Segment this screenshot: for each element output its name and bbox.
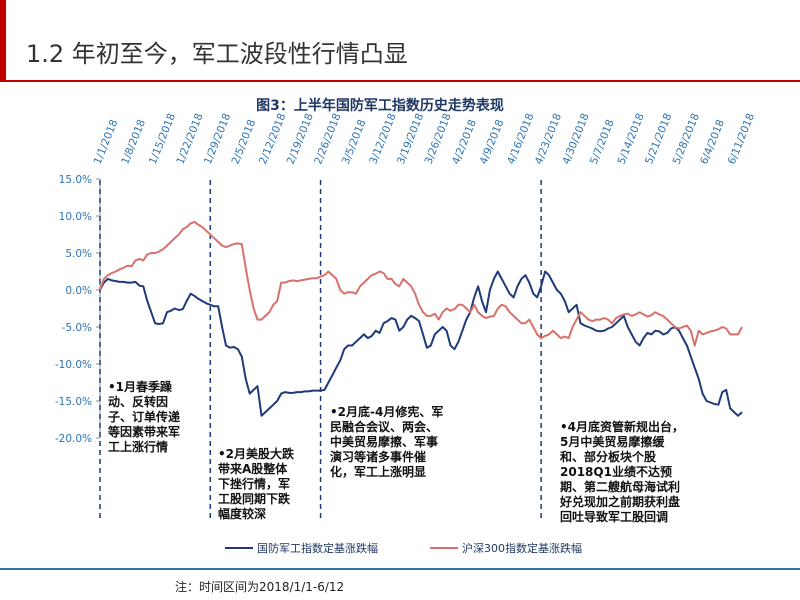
x-tick-label: 1/29/2018 — [202, 112, 233, 166]
annotation-line: 回吐导致军工股回调 — [560, 509, 668, 524]
x-tick-label: 3/19/2018 — [395, 112, 426, 166]
title-accent-bar — [0, 0, 6, 80]
series-line-defense — [99, 270, 743, 417]
y-tick-label: 0.0% — [65, 285, 92, 297]
x-tick-label: 2/19/2018 — [285, 112, 316, 166]
annotation-text: •2月美股大跌带来A股整体下挫行情，军工股同期下跌幅度较深 — [218, 446, 295, 521]
annotation-line: •2月底-4月修宪、军 — [330, 404, 443, 419]
y-tick-label: -15.0% — [55, 396, 92, 408]
title-divider — [0, 80, 800, 82]
x-tick-label: 2/5/2018 — [230, 118, 259, 166]
annotation-line: 期、第二艘航母海试利 — [560, 479, 680, 494]
x-tick-label: 3/26/2018 — [423, 112, 454, 166]
legend-label-defense: 国防军工指数定基涨跌幅 — [257, 541, 378, 555]
annotation-line: 幅度较深 — [218, 506, 266, 521]
annotation-line: •2月美股大跌 — [218, 446, 295, 461]
chart-title: 图3：上半年国防军工指数历史走势表现 — [256, 98, 504, 114]
annotation-line: 工股同期下跌 — [218, 491, 291, 506]
annotation-line: 下挫行情，军 — [218, 476, 290, 491]
annotation-line: 子、订单传递 — [108, 409, 180, 424]
x-tick-label: 4/16/2018 — [505, 112, 536, 166]
y-tick-label: -20.0% — [55, 433, 92, 445]
x-tick-label: 4/2/2018 — [450, 118, 479, 166]
annotation-line: 中美贸易摩擦、军事 — [330, 434, 438, 449]
x-tick-label: 4/30/2018 — [560, 112, 591, 166]
annotation-text: •1月春季躁动、反转因子、订单传递等因素带来军工上涨行情 — [107, 379, 180, 454]
y-tick-label: 5.0% — [65, 248, 92, 260]
legend-label-csi300: 沪深300指数定基涨跌幅 — [462, 541, 582, 555]
annotation-line: 2018Q1业绩不达预 — [560, 464, 672, 479]
x-tick-label: 5/21/2018 — [643, 112, 674, 166]
annotation-line: 5月中美贸易摩擦缓 — [560, 434, 665, 449]
annotation-line: •4月底资管新规出台， — [560, 419, 684, 434]
x-tick-label: 2/12/2018 — [257, 112, 288, 166]
annotation-line: 带来A股整体 — [218, 461, 288, 476]
annotation-line: 好兑现加之前期获利盘 — [559, 494, 680, 509]
y-tick-label: -5.0% — [62, 322, 92, 334]
x-tick-label: 6/11/2018 — [726, 112, 757, 166]
x-tick-label: 5/28/2018 — [671, 112, 702, 166]
annotation-line: 化，军工上涨明显 — [330, 464, 426, 479]
footnote: 注：时间区间为2018/1/1-6/12 — [175, 580, 345, 594]
x-tick-label: 1/8/2018 — [119, 118, 148, 166]
x-tick-label: 4/23/2018 — [533, 112, 564, 166]
x-tick-label: 1/22/2018 — [174, 112, 205, 166]
annotation-line: 等因素带来军 — [107, 424, 180, 439]
x-tick-label: 3/5/2018 — [340, 118, 369, 166]
annotation-text: •4月底资管新规出台， 5月中美贸易摩擦缓和、部分板块个股 2018Q1业绩不达预期… — [559, 419, 684, 524]
annotation-line: 民融合会议、两会、 — [330, 419, 438, 434]
y-tick-label: 15.0% — [59, 174, 92, 186]
x-tick-label: 1/1/2018 — [92, 118, 121, 166]
series-line-csi300 — [99, 220, 743, 347]
annotation-line: 工上涨行情 — [108, 439, 168, 454]
annotation-line: •1月春季躁 — [108, 379, 172, 394]
annotation-line: 演习等诸多事件催 — [330, 449, 426, 464]
x-tick-label: 6/4/2018 — [698, 118, 727, 166]
y-tick-label: 10.0% — [59, 211, 92, 223]
footer-divider — [0, 568, 800, 570]
annotation-line: 动、反转因 — [108, 394, 168, 409]
annotation-line: 和、部分板块个股 — [559, 449, 657, 464]
x-tick-label: 5/7/2018 — [588, 118, 617, 166]
x-tick-label: 5/14/2018 — [615, 112, 646, 166]
x-tick-label: 3/12/2018 — [367, 112, 398, 166]
x-tick-label: 2/26/2018 — [312, 112, 343, 166]
slide-title: 1.2 年初至今，军工波段性行情凸显 — [26, 40, 408, 68]
x-tick-label: 1/15/2018 — [147, 112, 178, 166]
x-tick-label: 4/9/2018 — [478, 118, 507, 166]
y-tick-label: -10.0% — [55, 359, 92, 371]
annotation-text: •2月底-4月修宪、军民融合会议、两会、中美贸易摩擦、军事演习等诸多事件催化，军… — [330, 404, 443, 479]
